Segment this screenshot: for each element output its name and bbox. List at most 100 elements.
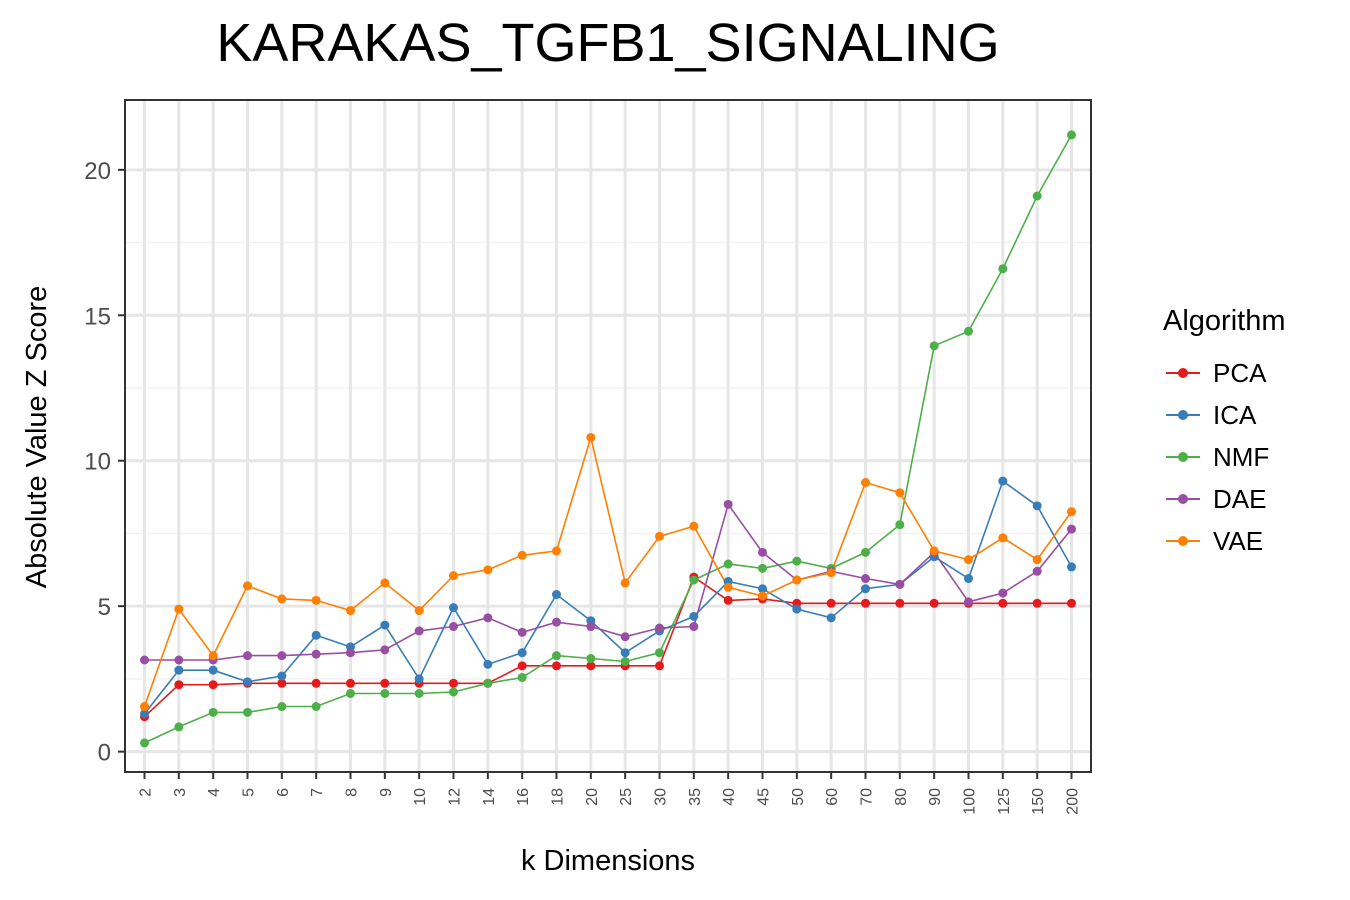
data-point-ica bbox=[414, 674, 424, 684]
data-point-pca bbox=[998, 598, 1008, 608]
data-point-vae bbox=[1067, 507, 1076, 517]
data-point-nmf bbox=[655, 648, 664, 658]
x-tick-label: 80 bbox=[893, 788, 910, 806]
data-point-nmf bbox=[449, 687, 458, 697]
data-point-ica bbox=[208, 665, 218, 675]
data-point-dae bbox=[586, 622, 596, 632]
x-tick-label: 5 bbox=[241, 788, 258, 797]
data-point-vae bbox=[140, 702, 149, 712]
data-point-ica bbox=[689, 611, 699, 621]
series-line-pca bbox=[143, 575, 1072, 718]
legend-item-pca: PCA bbox=[1163, 352, 1286, 394]
x-tick-label: 7 bbox=[309, 788, 326, 797]
data-point-nmf bbox=[243, 707, 252, 717]
data-point-vae bbox=[346, 606, 355, 616]
data-point-pca bbox=[552, 661, 561, 671]
legend-item-dae: DAE bbox=[1163, 478, 1286, 520]
data-point-nmf bbox=[1067, 130, 1076, 140]
legend-item-vae: VAE bbox=[1163, 520, 1286, 562]
data-point-dae bbox=[861, 574, 870, 584]
data-point-nmf bbox=[620, 656, 630, 666]
data-point-pca bbox=[277, 678, 287, 688]
data-point-ica bbox=[483, 659, 493, 669]
data-point-nmf bbox=[586, 654, 596, 664]
x-tick-label: 150 bbox=[1030, 788, 1047, 815]
legend-item-ica: ICA bbox=[1163, 394, 1286, 436]
data-point-dae bbox=[449, 622, 458, 632]
data-point-dae bbox=[311, 649, 321, 659]
data-point-pca bbox=[517, 661, 527, 671]
data-point-pca bbox=[380, 678, 390, 688]
data-point-vae bbox=[1032, 555, 1042, 565]
data-point-ica bbox=[380, 620, 390, 630]
x-tick-label: 60 bbox=[824, 788, 841, 806]
data-point-ica bbox=[517, 648, 527, 658]
data-point-ica bbox=[998, 476, 1008, 486]
data-point-dae bbox=[174, 655, 184, 665]
data-point-nmf bbox=[723, 559, 733, 569]
data-point-vae bbox=[861, 478, 870, 488]
data-point-vae bbox=[483, 565, 493, 575]
series-line-vae bbox=[143, 434, 1073, 707]
data-point-pca bbox=[346, 678, 355, 688]
legend-label: ICA bbox=[1213, 399, 1257, 430]
data-point-pca bbox=[208, 680, 218, 690]
x-tick-label: 90 bbox=[927, 788, 944, 806]
x-tick-label: 45 bbox=[756, 788, 773, 806]
y-tick-label: 10 bbox=[84, 449, 111, 476]
data-point-vae bbox=[964, 555, 973, 565]
series-line-nmf bbox=[144, 134, 1073, 744]
x-tick-label: 30 bbox=[653, 788, 670, 806]
x-tick-label: 14 bbox=[481, 788, 498, 806]
data-point-vae bbox=[758, 591, 767, 601]
data-point-ica bbox=[826, 613, 836, 623]
data-point-dae bbox=[552, 617, 561, 627]
data-point-pca bbox=[655, 661, 664, 671]
data-point-dae bbox=[655, 623, 664, 633]
x-tick-label: 8 bbox=[344, 788, 361, 797]
data-point-ica bbox=[243, 677, 252, 687]
data-point-vae bbox=[895, 488, 905, 498]
data-point-ica bbox=[552, 590, 561, 600]
y-tick-label: 5 bbox=[98, 594, 111, 621]
x-tick-label: 18 bbox=[550, 788, 567, 806]
data-point-vae bbox=[586, 432, 596, 442]
data-point-pca bbox=[586, 661, 596, 671]
legend-key bbox=[1163, 531, 1203, 551]
data-point-vae bbox=[243, 581, 252, 591]
legend-label: DAE bbox=[1213, 483, 1267, 514]
data-point-vae bbox=[998, 533, 1008, 543]
data-point-vae bbox=[174, 604, 184, 614]
x-tick-label: 4 bbox=[206, 788, 223, 797]
data-point-ica bbox=[861, 584, 870, 594]
x-tick-label: 6 bbox=[275, 788, 292, 797]
data-point-ica bbox=[964, 574, 973, 584]
data-point-nmf bbox=[861, 547, 870, 557]
data-point-nmf bbox=[689, 575, 699, 585]
data-point-nmf bbox=[792, 556, 802, 566]
data-point-nmf bbox=[758, 563, 767, 573]
legend-label: NMF bbox=[1213, 441, 1270, 472]
panel-border bbox=[124, 99, 1092, 773]
data-point-ica bbox=[758, 584, 767, 594]
data-point-dae bbox=[483, 613, 493, 623]
x-tick-label: 16 bbox=[515, 788, 532, 806]
data-point-nmf bbox=[929, 341, 939, 351]
data-point-vae bbox=[929, 546, 939, 556]
x-tick-label: 200 bbox=[1065, 788, 1082, 815]
x-tick-label: 12 bbox=[447, 788, 464, 806]
legend-key bbox=[1163, 363, 1203, 383]
data-point-vae bbox=[311, 595, 321, 605]
y-tick-label: 15 bbox=[84, 303, 111, 330]
data-point-nmf bbox=[380, 688, 390, 698]
data-point-dae bbox=[964, 597, 973, 607]
data-point-nmf bbox=[552, 651, 561, 661]
data-point-ica bbox=[449, 603, 458, 613]
data-point-ica bbox=[277, 671, 287, 681]
data-point-dae bbox=[1067, 524, 1076, 534]
legend: Algorithm PCA ICA NMF DAE VAE bbox=[1163, 305, 1286, 562]
x-axis-label: k Dimensions bbox=[520, 845, 696, 877]
data-point-nmf bbox=[174, 722, 184, 732]
y-tick-label: 0 bbox=[98, 740, 111, 767]
